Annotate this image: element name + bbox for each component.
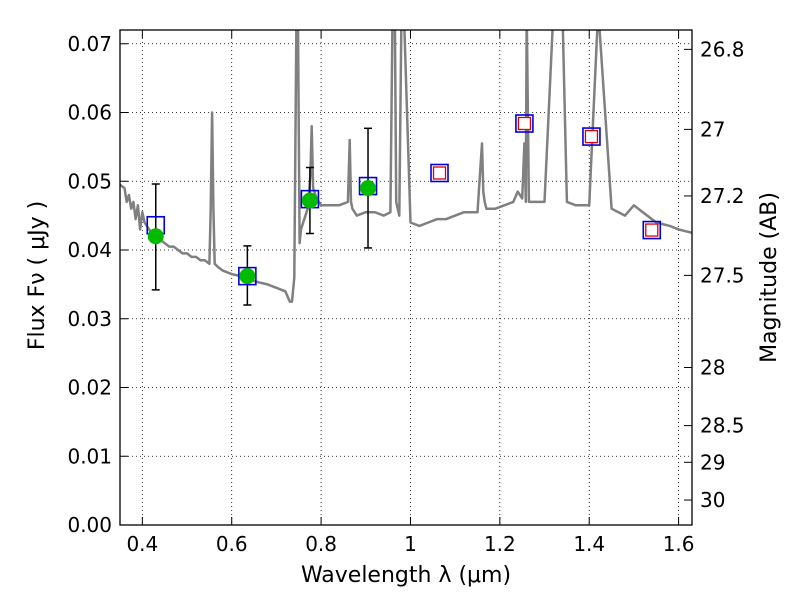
predicted-box bbox=[645, 223, 659, 237]
x-tick-label: 0.6 bbox=[216, 532, 248, 556]
label-layer: Wavelength λ (μm) Flux Fν ( μJy ) Magnit… bbox=[25, 32, 782, 588]
x-tick-label: 1.4 bbox=[573, 532, 605, 556]
x-tick-label: 1.2 bbox=[484, 532, 516, 556]
right-tick-label: 26.8 bbox=[700, 37, 745, 61]
right-tick-label: 27 bbox=[700, 117, 725, 141]
frame-layer bbox=[119, 29, 693, 526]
right-tick-label: 27.5 bbox=[700, 263, 745, 287]
model-band-box bbox=[238, 266, 257, 286]
x-tick-label: 1 bbox=[404, 532, 417, 556]
y-tick-label: 0.07 bbox=[67, 32, 112, 56]
right-tick-label: 29 bbox=[700, 450, 725, 474]
x-tick-label: 1.6 bbox=[663, 532, 695, 556]
right-tick-label: 30 bbox=[700, 488, 725, 512]
model-band-box bbox=[430, 163, 449, 183]
right-axis-label: Magnitude (AB) bbox=[757, 192, 782, 363]
plot-frame bbox=[119, 29, 693, 526]
y-tick-label: 0.01 bbox=[67, 444, 112, 468]
model-spectrum-line bbox=[120, 30, 692, 303]
right-tick-label: 28 bbox=[700, 356, 725, 380]
model-band-box bbox=[582, 127, 601, 146]
y-tick-label: 0.00 bbox=[67, 513, 112, 537]
predicted-box bbox=[432, 166, 447, 180]
y-tick-label: 0.03 bbox=[67, 307, 112, 331]
y-tick-label: 0.04 bbox=[67, 238, 112, 262]
observed-point bbox=[360, 180, 377, 197]
predicted-box bbox=[517, 116, 532, 131]
y-axis-label: Flux Fν ( μJy ) bbox=[25, 201, 50, 350]
observed-point bbox=[301, 192, 318, 209]
right-tick-label: 28.5 bbox=[700, 414, 745, 438]
x-axis-label: Wavelength λ (μm) bbox=[301, 563, 511, 588]
y-tick-label: 0.05 bbox=[67, 169, 112, 193]
right-tick-label: 27.2 bbox=[700, 184, 745, 208]
y-tick-label: 0.02 bbox=[67, 376, 112, 400]
x-tick-label: 0.4 bbox=[126, 532, 158, 556]
plot-layer bbox=[120, 30, 692, 306]
model-band-box bbox=[515, 114, 534, 133]
observed-point bbox=[147, 228, 164, 245]
observed-point bbox=[239, 268, 256, 285]
y-tick-label: 0.06 bbox=[67, 101, 112, 125]
x-tick-label: 0.8 bbox=[305, 532, 337, 556]
predicted-box bbox=[584, 129, 599, 144]
model-band-box bbox=[642, 220, 662, 240]
